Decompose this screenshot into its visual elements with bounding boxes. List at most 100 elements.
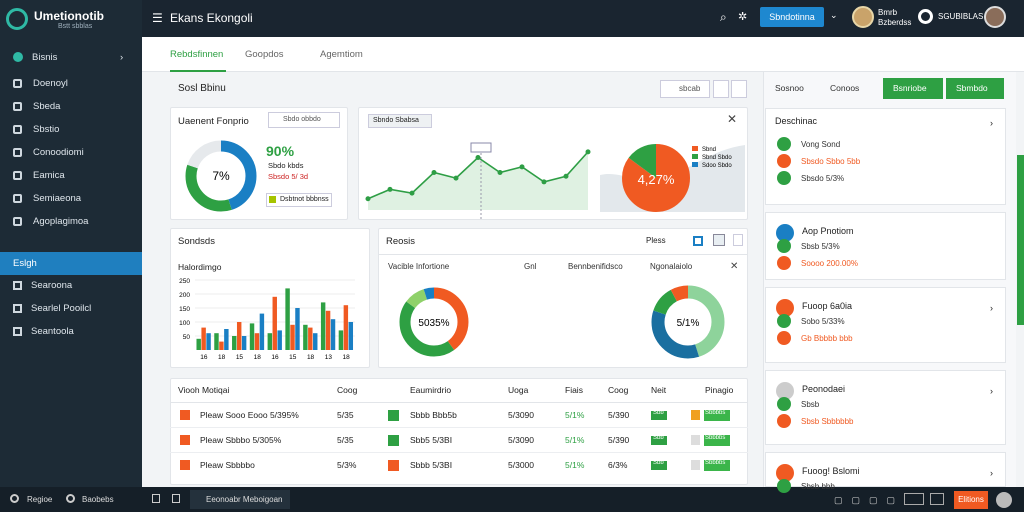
filter[interactable]: Sbndo Sbabsa <box>368 114 432 128</box>
tab[interactable]: Goopdos <box>245 49 284 60</box>
table-cell: 5/390 <box>608 410 630 420</box>
panel-card-title: Deschinac <box>775 116 818 126</box>
panel-item-icon <box>777 479 791 493</box>
y-tick-label: 150 <box>179 306 190 313</box>
menu-icon <box>13 102 22 111</box>
avatar[interactable] <box>984 6 1006 28</box>
bar <box>313 333 318 350</box>
menu-item[interactable]: Conoodiomi <box>33 147 84 158</box>
menu-item[interactable]: Searoona <box>31 280 73 291</box>
user-role: Bzberdss <box>878 18 912 27</box>
table-cell: 5/3090 <box>508 435 534 445</box>
panel-item: Sbsb bbb <box>801 482 835 491</box>
panel-item-icon <box>777 331 791 345</box>
dropdown[interactable]: Sbdo obbdo <box>268 112 340 128</box>
filter[interactable]: Pless <box>646 236 666 245</box>
menu-item[interactable]: Eamica <box>33 170 65 181</box>
x-tick-label: 16 <box>200 354 208 361</box>
y-tick-label: 200 <box>179 292 190 299</box>
panel-button[interactable]: Bsnriobe <box>893 83 927 93</box>
sub-tab[interactable]: Vacible Infortione <box>388 262 450 271</box>
panel-button-bg[interactable] <box>883 78 943 99</box>
menu-item[interactable]: Sbeda <box>33 101 61 112</box>
chevron[interactable]: › <box>990 303 993 313</box>
x-tick-label: 16 <box>271 354 279 361</box>
footer-avatar[interactable] <box>996 492 1012 508</box>
menu-item[interactable]: Searlel Pooilcl <box>31 303 92 314</box>
panel-button[interactable]: Sosnoo <box>775 83 804 93</box>
panel-card <box>765 370 1006 445</box>
footer-link[interactable]: Baobebs <box>82 495 114 504</box>
footer-icon <box>930 493 944 505</box>
button-icon <box>269 196 276 203</box>
card-button[interactable]: Dsbtnot bbbnss <box>266 193 332 207</box>
bar <box>330 319 336 350</box>
footer-icons[interactable]: ▢▢▢▢ <box>834 495 905 505</box>
panel-card <box>765 452 1006 487</box>
icon-button[interactable] <box>693 236 703 246</box>
x-tick-label: 18 <box>218 354 226 361</box>
card-title: Reosis <box>386 236 416 247</box>
area <box>368 151 588 210</box>
icon-button[interactable] <box>713 80 729 98</box>
footer-link[interactable]: Regioe <box>27 495 53 504</box>
search-button[interactable]: Sbndotinna <box>760 7 824 27</box>
sub-tab[interactable]: Ngonalaiolo <box>650 262 693 271</box>
menu-icon <box>13 125 22 134</box>
chevron[interactable]: › <box>990 118 993 128</box>
close[interactable]: ✕ <box>727 112 738 126</box>
y-tick-label: 100 <box>179 320 190 327</box>
bar <box>290 324 295 350</box>
bar <box>201 327 206 350</box>
table-cell: Sbbbbs <box>705 460 726 466</box>
bar <box>259 313 265 350</box>
settings-icon[interactable]: ✲ <box>738 11 748 23</box>
bar <box>196 338 201 350</box>
panel-button-bg[interactable] <box>946 78 1004 99</box>
scrollbar[interactable] <box>1017 155 1024 325</box>
dropdown-arrow[interactable]: ⌄ <box>830 10 838 20</box>
panel-card <box>765 108 1006 205</box>
search-icon[interactable]: ⌕ <box>720 10 727 24</box>
stat-line: Sbsdo 5/ 3d <box>268 172 309 181</box>
table-header: Coog <box>337 385 358 395</box>
active-menu-bg[interactable] <box>0 252 142 275</box>
chevron[interactable]: › <box>990 386 993 396</box>
card-title: Sondsds <box>178 236 215 247</box>
icon-button[interactable] <box>731 80 747 98</box>
footer <box>0 487 1024 512</box>
menu-item[interactable]: Agoplagimoa <box>33 216 89 227</box>
bar <box>277 330 282 350</box>
icon-button[interactable] <box>713 234 725 246</box>
hamburger[interactable]: ☰ <box>152 11 163 25</box>
menu-item[interactable]: Bisnis <box>32 52 58 63</box>
menu-item[interactable]: Sbstio <box>33 124 60 135</box>
panel-card <box>765 287 1006 363</box>
panel-button[interactable]: Conoos <box>830 83 860 93</box>
menu-item[interactable]: Doenoyl <box>33 78 68 89</box>
tab[interactable]: Rebdsfinnen <box>170 49 224 60</box>
search-box[interactable]: sbcab <box>660 80 710 98</box>
footer-search[interactable]: Eeonoabr Meboigoan <box>190 490 290 509</box>
panel-item-icon <box>777 414 791 428</box>
chevron[interactable]: › <box>990 468 993 478</box>
divider <box>378 254 748 255</box>
table-cell: 5/35 <box>337 435 354 445</box>
menu-item[interactable]: Seantoola <box>31 326 74 337</box>
sub-tab[interactable]: Bennbenifidsco <box>568 262 623 271</box>
close[interactable]: ✕ <box>730 261 739 272</box>
tab[interactable]: Agemtiom <box>320 49 363 60</box>
menu-item[interactable]: Semiaeona <box>33 193 82 204</box>
footer-button[interactable]: Elitions <box>954 491 988 509</box>
panel-item-icon <box>777 239 791 253</box>
footer-icon <box>152 494 160 503</box>
icon-button[interactable] <box>733 234 743 246</box>
table-cell: Sbbbbs <box>705 410 726 416</box>
avatar[interactable] <box>852 6 874 28</box>
sub-tab[interactable]: Gnl <box>524 262 537 271</box>
active-menu-item[interactable]: Eslgh <box>13 258 37 269</box>
table-header: Neit <box>651 385 667 395</box>
table-cell: 5/390 <box>608 435 630 445</box>
panel-button[interactable]: Sbmbdo <box>956 83 988 93</box>
